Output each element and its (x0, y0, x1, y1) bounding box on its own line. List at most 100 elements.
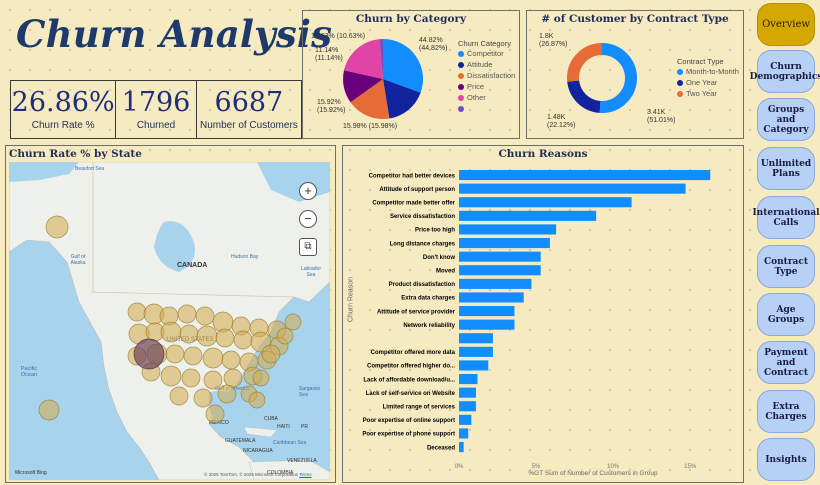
map-label-gulf-alaska: Gulf of Alaska (70, 254, 86, 266)
contract-chart-panel[interactable]: # of Customer by Contract Type 1.8K (26.8… (526, 10, 744, 139)
reason-label: Product dissatisfaction (389, 282, 456, 288)
reason-bar[interactable] (459, 197, 632, 208)
state-bubble[interactable] (183, 346, 203, 366)
pie-slice-dissatisfaction[interactable] (350, 79, 390, 120)
reason-bar[interactable] (459, 265, 541, 276)
pie-slice-blank[interactable] (379, 39, 384, 79)
nav-groups-category-button[interactable]: Groups and Category (757, 98, 815, 141)
reason-bar[interactable] (459, 319, 515, 330)
reason-bar[interactable] (459, 278, 532, 289)
kpi-label: Churned (136, 120, 176, 131)
kpi-value: 26.86% (11, 87, 115, 118)
reason-bar[interactable] (459, 292, 524, 303)
nav-unlimited-plans-button[interactable]: Unlimited Plans (757, 147, 815, 190)
reason-bar[interactable] (459, 442, 464, 453)
state-bubble[interactable] (248, 391, 266, 409)
legend-item-two-year[interactable]: Two Year (677, 88, 739, 99)
reason-bar[interactable] (459, 210, 597, 221)
map-style-button[interactable]: ⧉ (299, 238, 317, 256)
map-label-sargasso: Sargasso Sea (299, 386, 321, 398)
zoom-out-button[interactable]: − (299, 210, 317, 228)
state-bubble[interactable] (284, 313, 302, 331)
reasons-chart-panel[interactable]: Churn Reasons Churn Reason Competitor ha… (342, 145, 744, 483)
reason-bar[interactable] (459, 346, 493, 357)
state-bubble[interactable] (195, 306, 215, 326)
donut-label-month-to-month: 3.41K (51.01%) (647, 109, 676, 124)
pie-slice-attitude[interactable] (383, 79, 421, 119)
legend-item-one-year[interactable]: One Year (677, 77, 739, 88)
reason-bar[interactable] (459, 360, 489, 371)
state-bubble[interactable] (202, 347, 224, 369)
state-bubble-layer[interactable] (9, 162, 330, 480)
reason-bar[interactable] (459, 224, 557, 235)
reason-bar[interactable] (459, 183, 686, 194)
legend-item-competitor[interactable]: Competitor (458, 48, 515, 59)
legend-item-blank[interactable] (458, 103, 515, 114)
state-bubble[interactable] (221, 350, 241, 370)
category-chart-panel[interactable]: Churn by Category 44.82% (44.82%) 15.98% … (302, 10, 520, 139)
state-bubble[interactable] (179, 324, 199, 344)
state-bubble[interactable] (160, 321, 182, 343)
state-bubble[interactable] (217, 384, 237, 404)
state-bubble[interactable] (38, 399, 60, 421)
contract-donut[interactable] (563, 39, 641, 117)
reason-bar[interactable] (459, 387, 476, 398)
reason-label: Lack of affordable download/u... (363, 377, 455, 383)
reason-label: Deceased (427, 445, 455, 451)
reason-bar[interactable] (459, 238, 550, 249)
legend-item-price[interactable]: Price (458, 81, 515, 92)
state-bubble[interactable] (133, 338, 165, 370)
state-bubble[interactable] (196, 325, 218, 347)
legend-item-dissatisfaction[interactable]: Dissatisfaction (458, 70, 515, 81)
reason-bar[interactable] (459, 401, 476, 412)
state-bubble[interactable] (165, 344, 185, 364)
legend-item-month-to-month[interactable]: Month-to-Month (677, 66, 739, 77)
state-bubble[interactable] (181, 368, 201, 388)
state-bubble[interactable] (205, 404, 225, 424)
reason-bar[interactable] (459, 374, 478, 385)
pie-slice-other[interactable] (344, 39, 383, 79)
state-bubble[interactable] (160, 365, 182, 387)
map-canvas[interactable]: CANADA UNITED STATES Pacific Ocean Gulf … (9, 162, 330, 480)
state-bubble[interactable] (203, 370, 223, 390)
pie-slice-competitor[interactable] (383, 38, 424, 93)
state-bubble[interactable] (261, 344, 281, 364)
state-bubble[interactable] (127, 302, 147, 322)
donut-segment-two-year[interactable] (567, 43, 637, 113)
state-bubble[interactable] (45, 215, 69, 239)
nav-insights-button[interactable]: Insights (757, 438, 815, 481)
legend-item-attitude[interactable]: Attitude (458, 59, 515, 70)
reason-bar[interactable] (459, 414, 472, 425)
nav-churn-demographics-button[interactable]: Churn Demographics (750, 50, 820, 93)
nav-international-calls-button[interactable]: International Calls (752, 196, 820, 239)
state-bubble[interactable] (169, 386, 189, 406)
reason-bar[interactable] (459, 333, 493, 344)
state-bubble[interactable] (223, 368, 243, 388)
state-bubble[interactable] (177, 304, 197, 324)
reasons-bar-chart[interactable]: Competitor had better devices Attitude of… (343, 146, 743, 482)
reason-bar[interactable] (459, 428, 469, 439)
contract-chart-title: # of Customer by Contract Type (541, 13, 729, 25)
terms-link[interactable]: Terms (299, 472, 312, 477)
category-pie[interactable] (341, 37, 425, 121)
kpi-customers: 6687 Number of Customers (197, 81, 301, 138)
state-bubble[interactable] (193, 388, 213, 408)
legend-title: Churn Category (458, 39, 511, 48)
reason-bar[interactable] (459, 306, 515, 317)
map-label-canada: CANADA (177, 262, 208, 269)
legend-item-other[interactable]: Other (458, 92, 515, 103)
state-bubble[interactable] (252, 369, 270, 387)
pie-slice-price[interactable] (343, 70, 383, 103)
state-bubble[interactable] (276, 327, 294, 345)
reason-bar[interactable] (459, 170, 711, 181)
zoom-in-button[interactable]: + (299, 182, 317, 200)
state-bubble[interactable] (233, 330, 253, 350)
state-bubble[interactable] (215, 328, 235, 348)
reason-bar[interactable] (459, 251, 541, 262)
nav-overview-button[interactable]: Overview (757, 3, 815, 46)
nav-age-groups-button[interactable]: Age Groups (757, 293, 815, 336)
nav-contract-type-button[interactable]: Contract Type (757, 245, 815, 288)
nav-payment-contract-button[interactable]: Payment and Contract (757, 341, 815, 384)
map-panel[interactable]: Churn Rate % by State CANADA UNITED STAT… (5, 145, 336, 483)
nav-extra-charges-button[interactable]: Extra Charges (757, 390, 815, 433)
